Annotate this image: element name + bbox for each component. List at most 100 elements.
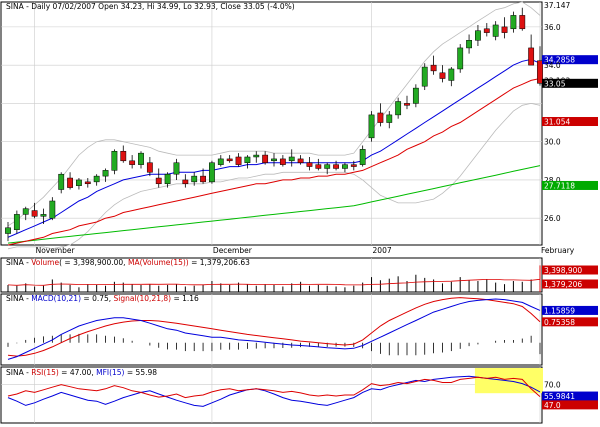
candle-body: [333, 164, 339, 169]
month-label: 2007: [373, 246, 392, 255]
candle-body: [306, 162, 313, 167]
rsi-tick-label: 70.0: [544, 381, 561, 390]
candle-body: [297, 158, 304, 163]
volume-tag-box: [542, 279, 598, 289]
candle-body: [5, 227, 11, 234]
rsi-mfi-series: [7, 375, 541, 407]
candle-body: [448, 68, 455, 81]
candle-body: [102, 170, 109, 177]
candle-body: [84, 181, 91, 185]
price-tag-label: 27.7118: [544, 181, 575, 190]
candle-body: [501, 26, 508, 33]
candle-body: [421, 66, 428, 87]
macd-signal-line: [7, 297, 541, 357]
candle-body: [76, 179, 82, 186]
candle-body: [31, 210, 38, 217]
candle-body: [483, 28, 490, 33]
candle-body: [359, 149, 366, 165]
grid-lines: [1, 2, 542, 423]
candle-body: [253, 154, 260, 158]
price-tag-box: [542, 117, 598, 127]
macd-tag-box: [542, 317, 598, 327]
candle-body: [164, 173, 171, 185]
candle-body: [120, 150, 127, 162]
panel-frames: [0, 1, 543, 424]
candle-body: [510, 15, 517, 30]
month-label: November: [36, 246, 76, 255]
price-tag-label: 30.0: [544, 138, 561, 147]
rsi-tag-label: 47.0: [544, 401, 561, 410]
candle-body: [271, 158, 277, 162]
ma-green-line: [7, 165, 541, 244]
macd-title: SINA - MACD(10,21) = 0.75, Signal(10,21,…: [6, 294, 199, 303]
candle-body: [404, 103, 410, 106]
candle-body: [111, 150, 118, 171]
candle-body: [368, 114, 375, 139]
candle-body: [466, 40, 472, 49]
candle-body: [200, 175, 206, 183]
candle-body: [22, 208, 29, 215]
volume-tag-label: 3,398,900: [544, 266, 582, 275]
candle-body: [93, 175, 100, 183]
volume-ma-line: [7, 278, 541, 286]
candle-body: [155, 177, 162, 185]
price-tag-label: 37.147: [544, 1, 570, 10]
price-candles: [5, 7, 543, 242]
candle-body: [342, 164, 348, 169]
rsi-tag-box: [542, 391, 598, 401]
price-tag-label: 28.0: [544, 176, 561, 185]
candle-body: [315, 164, 322, 169]
panel-frame-price: [0, 1, 543, 246]
volume-bars: [7, 265, 541, 292]
candle-body: [146, 162, 153, 173]
price-tag-label: 33.05: [544, 79, 566, 88]
candle-body: [129, 160, 136, 165]
macd-series: [7, 297, 541, 360]
candle-body: [288, 156, 295, 162]
candle-body: [324, 164, 331, 169]
volume-tag-label: 1,379,206: [544, 280, 582, 289]
candle-body: [58, 173, 65, 190]
candle-body: [13, 214, 20, 230]
candle-body: [235, 156, 242, 165]
candle-body: [226, 158, 233, 162]
candle-body: [412, 87, 419, 104]
candle-body: [430, 64, 437, 72]
candle-body: [173, 162, 180, 175]
candle-body: [67, 177, 73, 188]
volume-title: SINA - Volume( = 3,398,900.00, MA(Volume…: [6, 258, 250, 267]
candle-body: [475, 30, 481, 41]
rsi-title: SINA - RSI(15) = 47.00, MFI(15) = 55.98: [6, 368, 157, 377]
price-tag-label: 34.2858: [544, 56, 575, 65]
rsi-tag-label: 55.9841: [544, 392, 575, 401]
candle-body: [377, 112, 384, 123]
value-tags: 37.14736.034.285834.033.19333.0531.05430…: [542, 1, 598, 410]
candle-body: [244, 156, 251, 163]
candle-body: [350, 164, 357, 167]
candle-body: [40, 214, 47, 217]
candle-body: [528, 47, 535, 66]
panel-frame-rsi: [0, 366, 543, 424]
candle-body: [395, 101, 402, 116]
macd-tag-label: 1.15859: [544, 306, 575, 315]
panel-frame-macd: [0, 293, 543, 366]
price-tag-box: [542, 180, 598, 190]
price-tag-label: 34.0: [544, 61, 561, 70]
price-tag-label: 36.0: [544, 23, 561, 32]
mfi-line: [7, 375, 541, 407]
macd-line: [7, 298, 541, 360]
candle-body: [386, 114, 393, 123]
ma-red-line: [7, 78, 541, 246]
month-label: December: [213, 246, 253, 255]
candle-body: [492, 24, 499, 37]
candle-body: [537, 60, 543, 84]
candle-body: [519, 15, 526, 30]
candle-body: [439, 72, 446, 79]
rsi-line: [7, 376, 541, 399]
month-label: February: [541, 246, 575, 255]
rsi-tag-box: [542, 400, 598, 410]
candle-body: [49, 200, 56, 219]
candle-body: [138, 152, 144, 165]
price-tag-label: 26.0: [544, 214, 561, 223]
